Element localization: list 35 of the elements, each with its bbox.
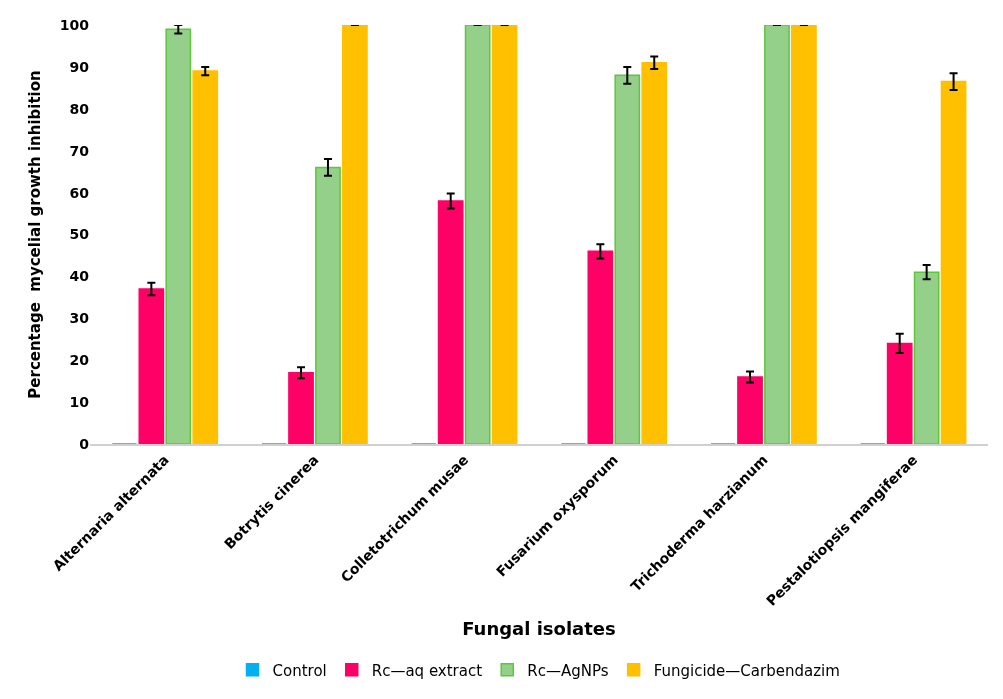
bar	[940, 80, 967, 444]
bar	[764, 25, 790, 444]
bar	[913, 271, 940, 444]
bar	[641, 61, 668, 444]
bar	[464, 25, 491, 444]
y-tick-label: 50	[69, 226, 90, 243]
x-axis-title: Fungal isolates	[462, 618, 616, 640]
y-tick-label: 0	[79, 435, 90, 452]
legend-label: Rc—aq extract	[371, 661, 483, 680]
y-tick-label: 70	[69, 142, 90, 159]
bar	[886, 342, 913, 444]
bar	[138, 288, 165, 444]
bar	[288, 372, 314, 444]
legend-label: Rc—AgNPs	[527, 661, 609, 680]
bar	[491, 25, 518, 444]
y-tick-label: 20	[69, 352, 90, 369]
legend-label: Fungicide—Carbendazim	[653, 661, 840, 680]
bar	[315, 166, 341, 444]
bar	[192, 70, 219, 444]
bar	[165, 28, 192, 444]
y-tick-label: 30	[69, 310, 90, 327]
bar	[614, 74, 641, 444]
y-tick-label: 80	[69, 100, 90, 117]
bar	[437, 200, 464, 444]
legend-label: Control	[272, 661, 327, 680]
y-tick-label: 100	[59, 16, 90, 33]
bar	[791, 25, 817, 444]
bar	[737, 376, 763, 444]
y-tick-label: 40	[69, 268, 90, 285]
y-tick-label: 10	[69, 394, 90, 410]
y-axis-title: Percentage mycelial growth inhibition	[26, 70, 45, 399]
bar	[587, 250, 614, 444]
bar	[342, 25, 368, 444]
y-tick-label: 60	[69, 184, 90, 201]
y-tick-label: 90	[69, 58, 90, 75]
